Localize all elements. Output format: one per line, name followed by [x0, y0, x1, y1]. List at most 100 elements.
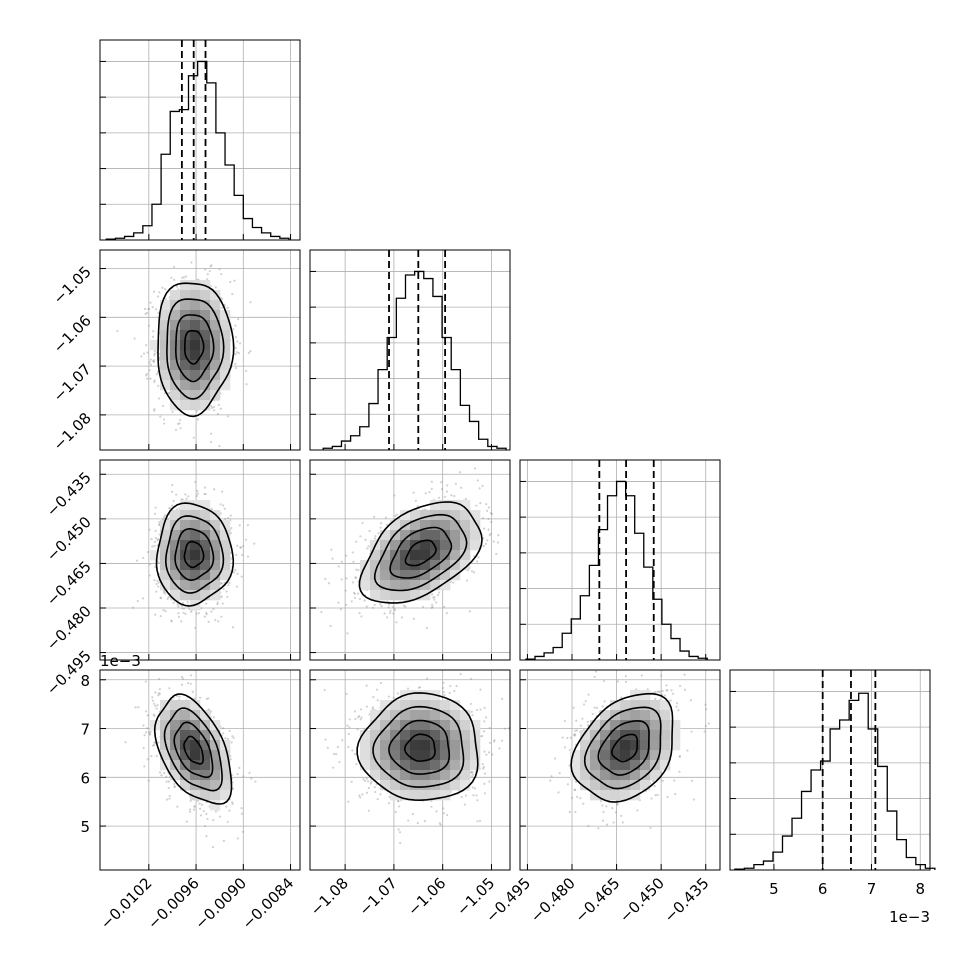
sample-point — [173, 785, 176, 789]
sample-point — [234, 353, 237, 356]
sample-point — [195, 409, 198, 413]
density-cell — [190, 540, 201, 551]
sample-point — [189, 799, 192, 803]
sample-point — [209, 440, 213, 444]
sample-point — [238, 766, 241, 770]
density-cell — [200, 360, 211, 371]
sample-point — [483, 706, 486, 709]
density-cell — [200, 390, 211, 401]
density-cell — [410, 540, 421, 551]
sample-point — [144, 680, 147, 683]
density-cell — [170, 720, 181, 731]
sample-point — [160, 774, 163, 777]
sample-point — [368, 529, 371, 533]
contour-line — [173, 721, 214, 779]
density-cell — [190, 580, 201, 591]
sample-point — [142, 747, 145, 750]
sample-point — [161, 404, 165, 408]
density-cell — [210, 520, 221, 531]
density-cell — [470, 540, 481, 551]
sample-point — [205, 697, 208, 700]
sample-point — [391, 605, 395, 609]
sample-point — [145, 311, 149, 315]
sample-point — [154, 691, 157, 694]
contour-line — [358, 501, 483, 604]
density-cell — [170, 560, 181, 571]
sample-point — [358, 611, 361, 615]
sample-point — [478, 819, 482, 822]
density-cell — [190, 700, 201, 711]
sample-point — [156, 539, 159, 542]
sample-point — [430, 603, 434, 607]
sample-point — [213, 409, 216, 412]
sample-point — [181, 607, 184, 610]
sample-point — [156, 579, 159, 582]
sample-point — [176, 695, 179, 698]
sample-point — [225, 805, 228, 808]
sample-point — [157, 692, 160, 695]
sample-point — [366, 547, 369, 550]
sample-point — [147, 731, 151, 734]
density-cell — [200, 750, 211, 761]
density-cell — [190, 510, 201, 521]
sample-point — [145, 372, 148, 376]
sample-point — [482, 545, 485, 548]
sample-point — [183, 607, 186, 610]
sample-point — [222, 732, 225, 735]
density-cell — [440, 530, 451, 541]
sample-point — [178, 507, 181, 510]
density-cell — [220, 340, 231, 351]
sample-point — [214, 810, 218, 813]
density-cell — [190, 560, 201, 571]
sample-point — [231, 802, 234, 805]
sample-point — [442, 605, 446, 608]
sample-point — [157, 741, 160, 744]
contour-line — [389, 526, 453, 579]
sample-point — [365, 605, 368, 608]
sample-point — [149, 358, 153, 361]
sample-point — [445, 612, 448, 615]
density-cell — [170, 700, 181, 711]
density-cell — [160, 300, 171, 311]
sample-point — [210, 507, 213, 510]
density-cell — [380, 570, 391, 581]
sample-point — [145, 344, 148, 347]
axes-frame — [729, 669, 931, 871]
density-cell — [420, 540, 431, 551]
sample-point — [173, 265, 176, 268]
density-cell — [180, 510, 191, 521]
sample-point — [225, 590, 228, 593]
axes-frame — [309, 249, 511, 451]
sample-point — [351, 581, 355, 584]
sample-point — [192, 436, 195, 439]
sample-point — [450, 494, 453, 497]
sample-point — [476, 820, 479, 823]
sample-point — [176, 603, 179, 606]
density-cell — [220, 550, 231, 561]
sample-point — [157, 384, 160, 387]
sample-point — [221, 504, 225, 507]
sample-point — [185, 275, 188, 278]
sample-point — [157, 694, 160, 697]
sample-point — [490, 520, 493, 523]
sample-point — [151, 306, 154, 309]
sample-point — [171, 410, 174, 414]
sample-point — [470, 775, 474, 778]
sample-point — [145, 374, 148, 377]
density-cell — [150, 550, 161, 561]
sample-point — [153, 741, 156, 744]
sample-point — [212, 818, 215, 822]
density-cell — [220, 530, 231, 541]
sample-point — [224, 517, 227, 521]
sample-point — [471, 770, 474, 774]
sample-point — [177, 615, 181, 618]
density-cell — [180, 750, 191, 761]
sample-point — [153, 408, 156, 411]
contour-line — [174, 527, 215, 582]
sample-point — [486, 509, 489, 512]
sample-point — [199, 814, 203, 817]
sample-point — [150, 538, 153, 541]
sample-point — [131, 606, 135, 609]
density-cell — [460, 500, 471, 511]
sample-point — [248, 771, 251, 774]
